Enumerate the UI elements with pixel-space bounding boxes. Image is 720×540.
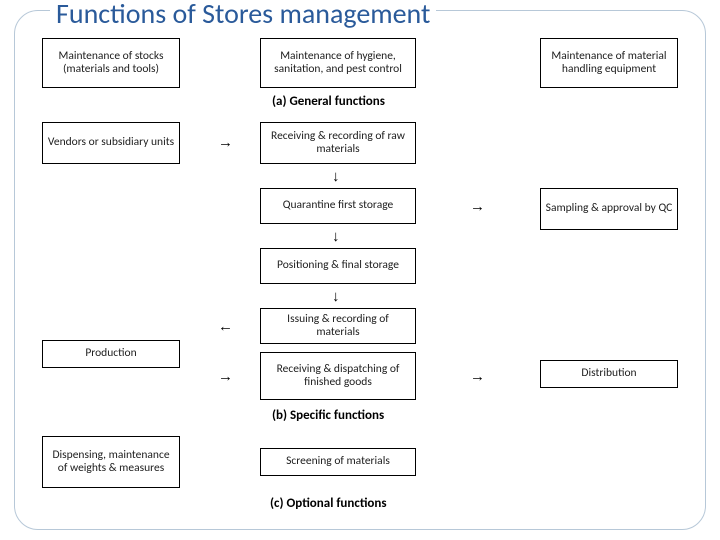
- box-positioning: Positioning & final storage: [260, 248, 416, 284]
- label-section-a: (a) General functions: [272, 94, 385, 109]
- arrow-quarantine-to-positioning: ↓: [332, 228, 340, 245]
- box-production-text: Production: [85, 347, 136, 360]
- box-handling-text: Maintenance of material handling equipme…: [545, 50, 673, 76]
- box-hygiene-text: Maintenance of hygiene, sanitation, and …: [265, 50, 411, 76]
- box-dispensing-text: Dispensing, maintenance of weights & mea…: [47, 449, 175, 475]
- box-handling: Maintenance of material handling equipme…: [540, 38, 678, 88]
- arrow-quarantine-to-sampling: →: [470, 198, 485, 215]
- box-distribution-text: Distribution: [581, 367, 636, 380]
- box-receiving: Receiving & recording of raw materials: [260, 122, 416, 164]
- box-hygiene: Maintenance of hygiene, sanitation, and …: [260, 38, 416, 88]
- label-section-c: (c) Optional functions: [270, 496, 387, 511]
- box-screening: Screening of materials: [260, 448, 416, 476]
- arrow-vendors-to-receiving: →: [218, 134, 233, 151]
- box-dispensing: Dispensing, maintenance of weights & mea…: [42, 436, 180, 488]
- box-receiving-text: Receiving & recording of raw materials: [265, 130, 411, 156]
- box-production: Production: [42, 340, 180, 368]
- arrow-positioning-to-issuing: ↓: [332, 288, 340, 305]
- box-issuing: Issuing & recording of materials: [260, 308, 416, 344]
- box-quarantine: Quarantine first storage: [260, 188, 416, 224]
- box-distribution: Distribution: [540, 360, 678, 388]
- box-screening-text: Screening of materials: [286, 455, 390, 468]
- arrow-issuing-to-production: ←: [218, 318, 233, 335]
- label-section-b: (b) Specific functions: [272, 408, 384, 423]
- box-issuing-text: Issuing & recording of materials: [265, 313, 411, 339]
- box-sampling-text: Sampling & approval by QC: [546, 202, 673, 215]
- arrow-production-to-dispatch: →: [218, 368, 233, 385]
- box-sampling: Sampling & approval by QC: [540, 188, 678, 230]
- box-stocks: Maintenance of stocks (materials and too…: [42, 38, 180, 88]
- page-title: Functions of Stores management: [50, 0, 436, 31]
- box-quarantine-text: Quarantine first storage: [283, 199, 394, 212]
- arrow-receiving-to-quarantine: ↓: [332, 168, 340, 185]
- box-positioning-text: Positioning & final storage: [277, 259, 399, 272]
- arrow-dispatch-to-distribution: →: [470, 368, 485, 385]
- box-dispatch-text: Receiving & dispatching of finished good…: [265, 363, 411, 389]
- box-vendors: Vendors or subsidiary units: [42, 122, 180, 164]
- box-stocks-text: Maintenance of stocks (materials and too…: [47, 50, 175, 76]
- box-vendors-text: Vendors or subsidiary units: [48, 136, 174, 149]
- box-dispatch: Receiving & dispatching of finished good…: [260, 352, 416, 400]
